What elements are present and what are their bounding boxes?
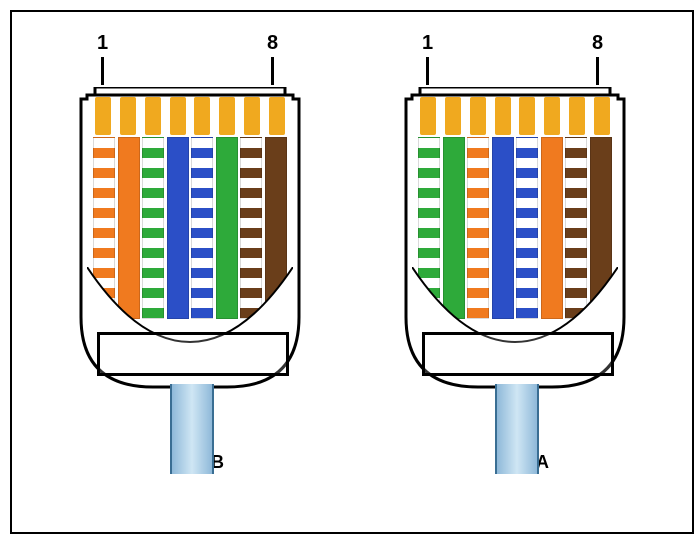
pin-contact: [420, 97, 436, 135]
cable-jacket: [495, 384, 539, 474]
pin-contact: [544, 97, 560, 135]
pin-contact: [445, 97, 461, 135]
pin-contact: [569, 97, 585, 135]
pin-contact: [495, 97, 511, 135]
pin-contact: [194, 97, 210, 135]
pin-contacts: [420, 97, 610, 137]
tick-mark: [101, 57, 104, 85]
tick-mark: [596, 57, 599, 85]
pin-contact: [145, 97, 161, 135]
tick-mark: [271, 57, 274, 85]
pin-label-8: 8: [592, 32, 603, 55]
pin-contact: [244, 97, 260, 135]
clip-window: [422, 332, 614, 376]
pin-contact: [470, 97, 486, 135]
pin-contact: [594, 97, 610, 135]
pin-contact: [170, 97, 186, 135]
diagram-frame: 1 8: [10, 10, 694, 534]
pin-label-8: 8: [267, 32, 278, 55]
clip-window: [97, 332, 289, 376]
pin-contact: [519, 97, 535, 135]
pin-contact: [219, 97, 235, 135]
tick-mark: [426, 57, 429, 85]
pin-contact: [120, 97, 136, 135]
pin-contact: [95, 97, 111, 135]
pin-contacts: [95, 97, 285, 137]
rj45-plug: [77, 87, 303, 407]
cable-jacket: [170, 384, 214, 474]
pin-label-1: 1: [97, 32, 108, 55]
pin-label-1: 1: [422, 32, 433, 55]
rj45-plug: [402, 87, 628, 407]
pin-contact: [269, 97, 285, 135]
